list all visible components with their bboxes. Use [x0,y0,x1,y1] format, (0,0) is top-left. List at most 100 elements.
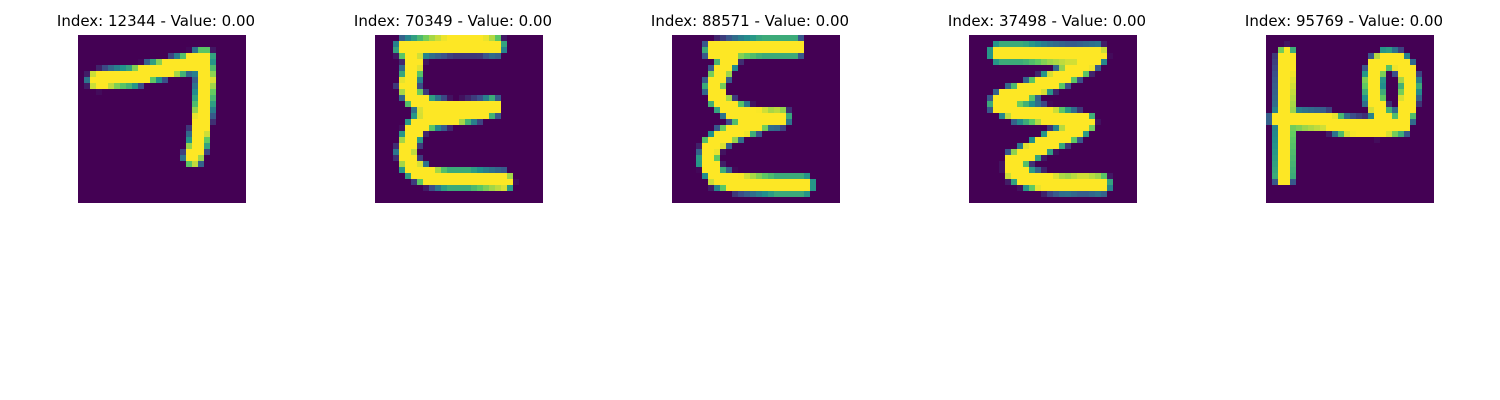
pixel-cell [714,137,721,144]
pixel-cell [1326,125,1333,132]
pixel-cell [726,101,733,108]
pixel-cell [1338,131,1345,138]
pixel-cell [702,155,709,162]
pixel-cell [1005,113,1012,120]
pixel-cell [441,35,448,42]
pixel-cell [768,179,775,186]
pixel-cell [732,173,739,180]
pixel-cell [1029,149,1036,156]
pixel-cell [435,95,442,102]
pixel-cell [1350,125,1357,132]
pixel-cell [1053,137,1060,144]
pixel-cell [1374,137,1381,144]
pixel-cell [750,173,757,180]
pixel-cell [720,143,727,150]
pixel-cell [720,185,727,192]
pixel-cell [708,95,715,102]
pixel-cell [1083,173,1090,180]
pixel-cell [405,125,412,132]
pixel-cell [714,173,721,180]
pixel-cell [1278,125,1285,132]
pixel-cell [1404,53,1411,60]
pixel-cell [453,173,460,180]
pixel-cell [399,131,406,138]
pixel-cell [447,185,454,192]
pixel-cell [1272,71,1279,78]
pixel-cell [192,131,199,138]
pixel-cell [780,179,787,186]
pixel-cell [720,131,727,138]
pixel-cell [1029,41,1036,48]
pixel-cell [174,65,181,72]
pixel-cell [738,35,745,42]
pixel-cell [1041,167,1048,174]
pixel-cell [417,137,424,144]
pixel-cell [720,41,727,48]
pixel-cell [447,101,454,108]
pixel-cell [198,113,205,120]
pixel-cell [1374,53,1381,60]
pixel-cell [1023,101,1030,108]
pixel-cell [483,107,490,114]
pixel-cell [1386,47,1393,54]
pixel-cell [726,173,733,180]
pixel-cell [732,191,739,198]
pixel-cell [780,119,787,126]
pixel-cell [1065,41,1072,48]
pixel-cell [429,173,436,180]
pixel-cell [501,41,508,48]
pixel-cell [393,83,400,90]
pixel-cell [1362,125,1369,132]
pixel-cell [501,167,508,174]
pixel-cell [1278,77,1285,84]
pixel-cell [798,53,805,60]
pixel-cell [417,41,424,48]
pixel-cell [495,35,502,42]
pixel-cell [429,119,436,126]
pixel-cell [1290,53,1297,60]
pixel-cell [192,83,199,90]
pixel-cell [1290,77,1297,84]
pixel-cell [774,41,781,48]
panel-5: Index: 95769 - Value: 0.00 [1194,0,1494,210]
pixel-cell [417,47,424,54]
pixel-cell [1344,131,1351,138]
pixel-cell [1059,137,1066,144]
pixel-cell [1290,101,1297,108]
pixel-cell [435,113,442,120]
pixel-cell [1089,65,1096,72]
pixel-cell [102,71,109,78]
pixel-cell [1035,77,1042,84]
pixel-cell [411,47,418,54]
pixel-cell [399,77,406,84]
pixel-cell [150,77,157,84]
pixel-cell [393,143,400,150]
pixel-cell [714,179,721,186]
pixel-cell [1065,125,1072,132]
pixel-cell [1029,143,1036,150]
pixel-cell [1380,107,1387,114]
pixel-cell [120,65,127,72]
pixel-cell [744,185,751,192]
pixel-cell [405,101,412,108]
pixel-cell [732,137,739,144]
pixel-cell [1053,131,1060,138]
pixel-cell [411,89,418,96]
pixel-cell [750,35,757,42]
pixel-cell [1035,149,1042,156]
pixel-cell [1392,113,1399,120]
pixel-cell [411,161,418,168]
pixel-cell [798,191,805,198]
pixel-cell [423,113,430,120]
pixel-cell [1047,41,1054,48]
pixel-cell [1017,101,1024,108]
pixel-cell [1047,125,1054,132]
pixel-cell [1035,167,1042,174]
pixel-cell [714,83,721,90]
pixel-cell [1017,113,1024,120]
pixel-cell [210,59,217,66]
pixel-cell [1272,167,1279,174]
pixel-cell [1284,173,1291,180]
pixel-cell [1065,71,1072,78]
pixel-cell [150,59,157,66]
